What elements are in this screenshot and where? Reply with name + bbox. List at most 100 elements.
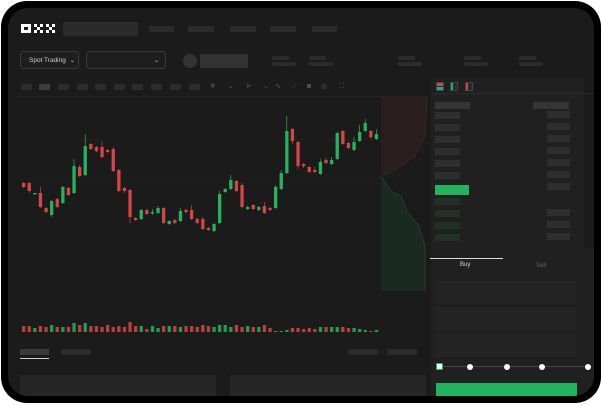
fullscreen-icon[interactable]: ⛶ [339,83,344,90]
camera-icon[interactable]: ◙ [307,83,312,90]
ask-price[interactable] [435,124,460,131]
candle-up [223,189,227,192]
ask-price[interactable] [435,160,460,167]
interval-button-active[interactable] [39,84,50,90]
ask-size [547,111,570,118]
slider-handle[interactable] [436,363,443,370]
volume-bar [251,327,255,332]
okx-logo[interactable] [21,23,59,34]
candle-down [128,190,132,217]
volume-bar [134,326,138,332]
market-type-dropdown[interactable]: Spot Trading ⌄ [20,51,79,69]
ask-price[interactable] [435,148,460,155]
bid-size [547,233,570,240]
slider-mark-75[interactable] [539,364,545,370]
candle-down [369,131,373,137]
candle-down [22,183,26,187]
candle-down [201,219,205,229]
candlestick-chart[interactable] [8,96,383,336]
candle-down [290,129,295,141]
interval-button[interactable] [189,84,200,90]
pair-dropdown[interactable]: ⌄ [86,51,166,69]
volume-bar [122,327,127,332]
bid-price[interactable] [435,234,460,241]
interval-button[interactable] [21,84,32,90]
interval-button[interactable] [77,84,88,90]
total-input[interactable] [435,334,576,357]
candle-up [156,208,160,213]
candle-up [139,210,143,219]
chevron-down-icon: ⌄ [69,57,75,64]
nav-item[interactable] [149,26,174,32]
candle-up [285,131,289,173]
interval-button[interactable] [114,84,125,90]
settings-icon[interactable]: ◎ [321,83,328,90]
candle-down [106,150,110,152]
volume-bar [78,325,82,332]
amount-input[interactable] [435,307,576,330]
price-input[interactable] [435,281,576,304]
interval-button[interactable] [151,84,162,90]
bid-price[interactable] [435,222,460,229]
book-both-icon[interactable] [436,82,444,91]
line-tool-icon[interactable]: ∿ [275,83,281,90]
book-asks-icon[interactable] [465,82,473,91]
volume-bar [145,329,149,332]
bid-price[interactable] [435,198,460,205]
candle-down [117,170,121,191]
candle-up [229,180,233,189]
volume-bar [117,326,121,332]
nav-item[interactable] [188,26,214,32]
ask-price[interactable] [435,172,460,179]
buy-button[interactable] [436,383,577,396]
stat-value [519,62,543,66]
bottom-tab[interactable] [61,349,91,355]
slider-track[interactable] [439,366,589,367]
interval-button[interactable] [170,84,181,90]
volume-bar [307,328,311,332]
book-bids-icon[interactable] [450,82,458,91]
ask-price[interactable] [435,136,460,143]
volume-bar [61,327,65,332]
volume-bar [335,327,339,332]
bottom-tab-active[interactable] [20,349,49,355]
tab-sell[interactable]: Sell [536,263,547,269]
volume-bar [184,326,188,332]
volume-bar [33,328,37,332]
chevron-down-icon[interactable]: ⌄ [263,83,269,90]
candle-up [218,194,222,223]
bottom-action[interactable] [387,349,417,355]
bid-price[interactable] [435,210,460,217]
search-bar[interactable] [63,22,138,36]
volume-bar [206,326,211,332]
candle-down [240,185,244,207]
slider-mark-25[interactable] [467,364,473,370]
slider-mark-100[interactable] [585,364,591,370]
candle-down [173,220,177,223]
candle-down [44,208,48,212]
ruler-icon[interactable]: ⟋ [292,83,297,90]
nav-item[interactable] [270,26,296,32]
chart-type-icon[interactable]: ⩩ [211,83,215,90]
nav-item[interactable] [312,26,337,32]
candle-down [234,181,239,191]
volume-bar [128,322,132,332]
bottom-action[interactable] [348,349,378,355]
ask-price[interactable] [435,112,460,119]
slider-mark-50[interactable] [504,364,510,370]
ask-size [547,135,570,142]
indicator-icon[interactable]: ⊱ [246,83,252,90]
volume-bar [212,327,216,332]
interval-button[interactable] [58,84,69,90]
interval-button[interactable] [95,84,106,90]
tab-buy[interactable]: Buy [460,262,471,268]
candle-down [307,167,311,172]
volume-bar [257,327,261,332]
interval-button[interactable] [132,84,143,90]
stat-value [309,62,333,66]
volume-bar [94,326,99,332]
nav-item[interactable] [230,26,256,32]
bid-size [547,221,570,228]
volume-bar [285,330,289,332]
chevron-down-icon[interactable]: ⌄ [228,83,234,90]
